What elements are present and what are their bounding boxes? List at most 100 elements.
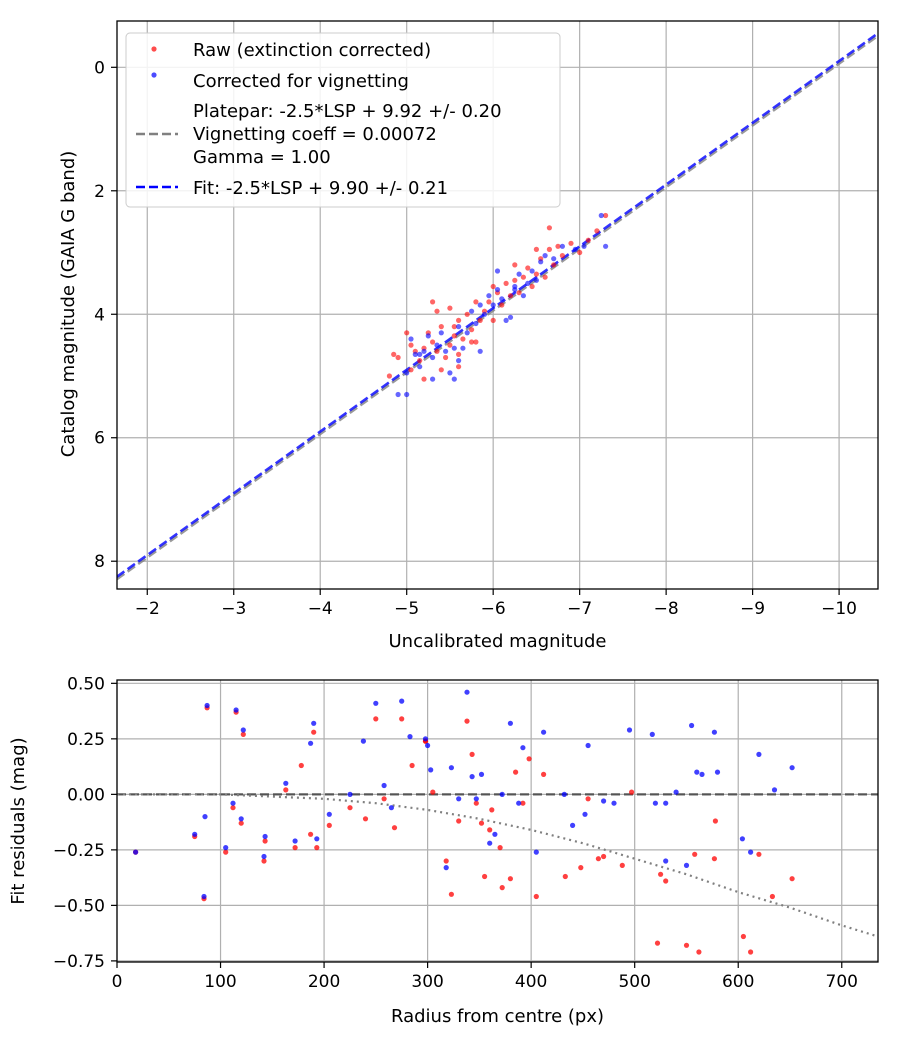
point-raw — [298, 762, 304, 769]
point-corrected — [311, 720, 317, 726]
point-corrected — [469, 774, 475, 780]
point-corrected — [492, 831, 498, 837]
point-raw — [516, 290, 522, 296]
bottom-chart-points — [133, 689, 795, 955]
legend-marker-raw — [151, 46, 157, 52]
point-raw — [578, 865, 584, 871]
point-corrected — [473, 796, 479, 802]
point-raw — [443, 354, 449, 361]
point-raw — [663, 878, 669, 884]
point-raw — [577, 249, 583, 256]
bottom-x-axis-label: Radius from centre (px) — [391, 1006, 604, 1027]
x-tick-label: −10 — [821, 599, 857, 619]
point-corrected — [399, 698, 405, 704]
point-raw — [477, 317, 483, 323]
point-corrected — [451, 345, 457, 351]
point-raw — [478, 820, 485, 826]
x-tick-label: 500 — [618, 972, 650, 992]
point-corrected — [598, 212, 604, 219]
point-corrected — [570, 822, 576, 829]
point-corrected — [425, 333, 431, 339]
point-corrected — [714, 769, 721, 775]
point-raw — [430, 339, 436, 345]
point-raw — [594, 228, 600, 234]
point-raw — [748, 949, 754, 955]
point-corrected — [204, 702, 210, 709]
point-corrected — [292, 838, 298, 844]
point-raw — [533, 893, 539, 900]
point-raw — [568, 240, 574, 246]
point-raw — [486, 299, 492, 305]
point-corrected — [572, 246, 578, 252]
legend-label-corrected: Corrected for vignetting — [193, 71, 409, 92]
point-corrected — [520, 745, 526, 751]
point-corrected — [494, 268, 501, 274]
point-raw — [513, 769, 519, 775]
point-raw — [629, 789, 635, 795]
point-corrected — [412, 351, 418, 357]
point-raw — [482, 873, 488, 880]
point-raw — [499, 302, 505, 308]
point-raw — [326, 822, 332, 829]
point-corrected — [771, 787, 778, 793]
point-raw — [555, 243, 561, 249]
y-tick-label: −0.75 — [53, 952, 105, 972]
point-raw — [711, 856, 718, 862]
point-corrected — [262, 833, 268, 840]
point-corrected — [689, 722, 695, 729]
point-raw — [381, 796, 387, 802]
point-corrected — [601, 798, 607, 804]
x-tick-label: −5 — [394, 599, 419, 619]
point-corrected — [425, 742, 431, 749]
point-corrected — [486, 293, 492, 299]
x-tick-label: 100 — [204, 972, 236, 992]
top-x-axis-label: Uncalibrated magnitude — [388, 631, 606, 652]
point-corrected — [529, 268, 535, 274]
point-corrected — [516, 800, 522, 806]
point-raw — [533, 246, 540, 252]
point-corrected — [388, 805, 394, 811]
point-corrected — [542, 253, 548, 259]
point-raw — [283, 787, 289, 793]
point-raw — [230, 805, 236, 811]
point-raw — [262, 838, 268, 844]
bottom-chart-frame — [116, 679, 879, 963]
bottom-chart-ticks: 0 100 200 300 400 500 600 700 0.50 0.25 0.00 −0.25 −… — [53, 674, 858, 992]
point-corrected — [711, 729, 718, 735]
point-raw — [434, 308, 440, 314]
point-raw — [308, 831, 314, 837]
point-corrected — [448, 765, 454, 771]
point-raw — [404, 330, 410, 336]
point-raw — [473, 800, 479, 806]
point-corrected — [494, 287, 501, 293]
point-raw — [585, 237, 591, 243]
point-corrected — [233, 707, 239, 713]
x-tick-label: −4 — [308, 599, 333, 619]
point-raw — [434, 348, 440, 354]
point-raw — [240, 731, 246, 738]
point-raw — [456, 364, 462, 370]
point-corrected — [283, 780, 289, 786]
top-chart-points — [386, 212, 609, 398]
point-raw — [223, 849, 229, 855]
point-corrected — [430, 354, 436, 361]
y-tick-label: −0.50 — [53, 896, 105, 916]
point-raw — [469, 339, 475, 345]
point-raw — [692, 851, 698, 857]
point-raw — [469, 751, 475, 758]
point-corrected — [481, 311, 488, 317]
point-corrected — [438, 330, 444, 336]
point-corrected — [422, 736, 429, 742]
point-raw — [443, 858, 449, 864]
point-raw — [520, 274, 527, 280]
point-corrected — [456, 358, 462, 364]
point-raw — [438, 367, 444, 373]
point-corrected — [373, 700, 379, 706]
point-raw — [347, 805, 353, 811]
point-raw — [487, 827, 493, 833]
point-raw — [456, 351, 462, 357]
point-raw — [585, 796, 591, 802]
point-corrected — [443, 348, 449, 354]
point-corrected — [561, 791, 567, 798]
x-tick-label: −6 — [481, 599, 506, 619]
